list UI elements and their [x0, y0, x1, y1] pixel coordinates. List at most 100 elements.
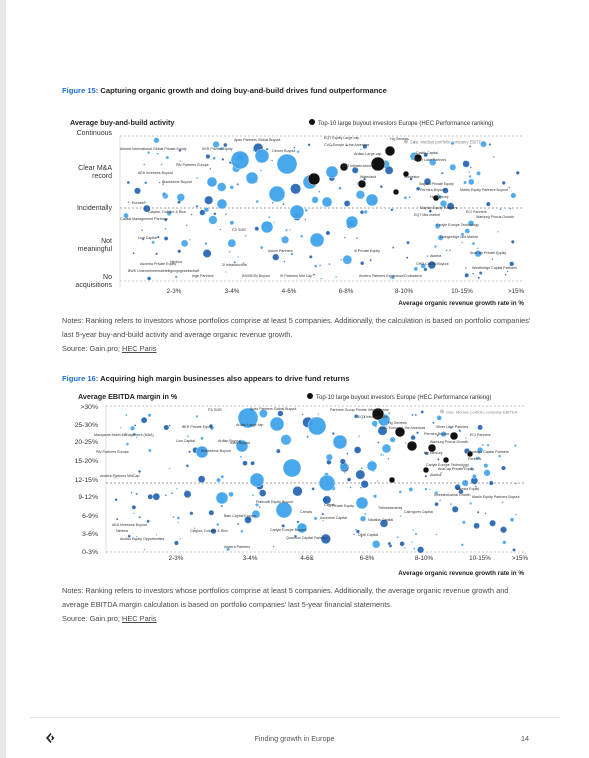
- c16-bubble: [500, 526, 507, 534]
- figure-16-notes-text: Notes: Ranking refers to investors whose…: [62, 586, 509, 609]
- c15-bubble: [199, 209, 206, 216]
- c15-bubble: [409, 177, 413, 181]
- c16-investor-label: Quantum Capital Partners: [286, 536, 328, 540]
- figure-16-notes: Notes: Ranking refers to investors whose…: [62, 584, 532, 626]
- c15-bubble: [205, 154, 211, 159]
- c16-investor-label: Cinven: [324, 503, 335, 507]
- c16-bubble: [259, 409, 268, 418]
- c16-bubble: [200, 436, 204, 440]
- c16-bubble: [411, 413, 414, 417]
- figure-15-title-text: Capturing organic growth and doing buy-a…: [98, 86, 387, 95]
- c16-bubble: [147, 494, 154, 500]
- c15-y-tick-label: No: [103, 274, 112, 281]
- c16-bubble: [188, 450, 191, 454]
- c15-bubble: [426, 255, 429, 258]
- c15-bubble: [265, 147, 269, 151]
- c16-investor-label: Bain Capital Europe: [224, 514, 256, 518]
- c15-bubble: [304, 218, 307, 221]
- figure-16-size-legend-bg: [438, 407, 524, 416]
- c15-x-tick-label: 4-6%: [282, 288, 297, 295]
- c15-bubble: [390, 208, 394, 212]
- c15-x-tick-label: 10-15%: [451, 288, 473, 295]
- c15-bubble: [209, 167, 212, 170]
- c16-bubble: [124, 432, 127, 435]
- c16-top10-bubble: [449, 431, 459, 441]
- c15-investor-label: AEA Investors Buyout: [138, 171, 173, 175]
- c16-top10-bubble: [442, 456, 450, 464]
- c16-bubble: [280, 434, 292, 446]
- c15-bubble: [462, 160, 470, 168]
- c16-bubble: [152, 493, 160, 501]
- c15-investor-label: INVISION Buyout: [242, 274, 270, 278]
- c16-bubble: [382, 454, 385, 457]
- c15-bubble: [496, 253, 499, 256]
- c16-bubble: [377, 425, 388, 436]
- c16-bubble: [130, 425, 135, 431]
- c15-investor-label: CVC Europe & the Americas: [324, 143, 370, 147]
- c15-bubble: [369, 258, 372, 262]
- c16-bubble: [235, 439, 249, 453]
- c16-bubble: [125, 413, 128, 417]
- c15-bubble: [300, 234, 304, 238]
- c15-bubble: [147, 151, 151, 155]
- c16-bubble: [195, 445, 209, 459]
- c15-bubble: [153, 137, 160, 144]
- c15-bubble: [384, 166, 394, 175]
- c16-bubble: [168, 467, 171, 470]
- c15-investor-label: Nimbus: [170, 260, 182, 264]
- c15-bubble: [480, 140, 487, 148]
- c15-y-tick-label: meaningful: [78, 246, 113, 253]
- c16-bubble: [355, 496, 369, 510]
- figure-16-source-link[interactable]: HEC Paris: [121, 614, 157, 623]
- c16-investor-label: Tritinvestments: [378, 506, 402, 510]
- c16-bubble: [277, 410, 284, 417]
- c15-bubble: [445, 249, 448, 252]
- c15-investor-label: Alantra: [430, 254, 441, 258]
- c15-bubble: [392, 246, 395, 249]
- figure-15-legend-marker: [309, 119, 315, 125]
- c15-bubble: [403, 196, 408, 200]
- c15-bubble: [363, 209, 368, 214]
- c15-investor-label: Inge Partners: [192, 274, 214, 278]
- c15-bubble: [151, 240, 155, 245]
- c16-investor-label: Hg Genesis: [388, 421, 407, 425]
- c15-bubble: [304, 208, 308, 212]
- c16-bubble: [239, 455, 243, 459]
- c16-x-tick-label: 10-15%: [469, 555, 491, 562]
- c15-bubble: [271, 159, 274, 162]
- c16-bubble: [410, 435, 416, 441]
- c15-bubble: [515, 170, 520, 175]
- c15-bubble: [158, 181, 161, 184]
- c16-y-tick-label: 12-15%: [75, 477, 98, 484]
- c16-investor-label: Nautilus Capital: [368, 518, 393, 522]
- figure-15-source-prefix: Source: Gain.pro;: [62, 344, 122, 353]
- c15-bubble: [143, 204, 151, 213]
- c16-top10-bubble: [422, 466, 430, 474]
- figure-15-source-link[interactable]: HEC Paris: [121, 344, 157, 353]
- c15-bubble: [254, 148, 270, 164]
- c15-bubble: [204, 207, 209, 213]
- c15-bubble: [272, 253, 280, 261]
- c16-bubble: [193, 527, 196, 530]
- c16-bubble: [197, 475, 206, 483]
- c15-bubble: [163, 236, 169, 241]
- c16-bubble: [364, 512, 367, 516]
- c15-bubble: [166, 210, 172, 216]
- c16-bubble: [460, 543, 464, 547]
- c15-bubble: [506, 270, 509, 273]
- c16-bubble: [371, 420, 378, 427]
- c15-bubble: [509, 261, 515, 267]
- c16-bubble: [408, 487, 414, 492]
- c15-bubble: [449, 163, 457, 171]
- c16-investor-label: Silver Lake Partners: [436, 425, 469, 429]
- c16-bubble: [131, 505, 137, 510]
- figure-15-size-legend: Size: Median portfolio company EBITDA: [410, 140, 485, 145]
- c15-bubble: [346, 144, 349, 147]
- c15-bubble: [296, 150, 300, 154]
- c16-bubble: [387, 541, 392, 546]
- c15-bubble: [276, 153, 298, 175]
- c16-bubble: [412, 529, 415, 532]
- c16-y-tick-label: >30%: [80, 404, 98, 411]
- figure-15-chart: Average buy-and-build activity Top-10 la…: [70, 118, 525, 307]
- c16-investor-label: Investindustrial Growth: [434, 493, 471, 497]
